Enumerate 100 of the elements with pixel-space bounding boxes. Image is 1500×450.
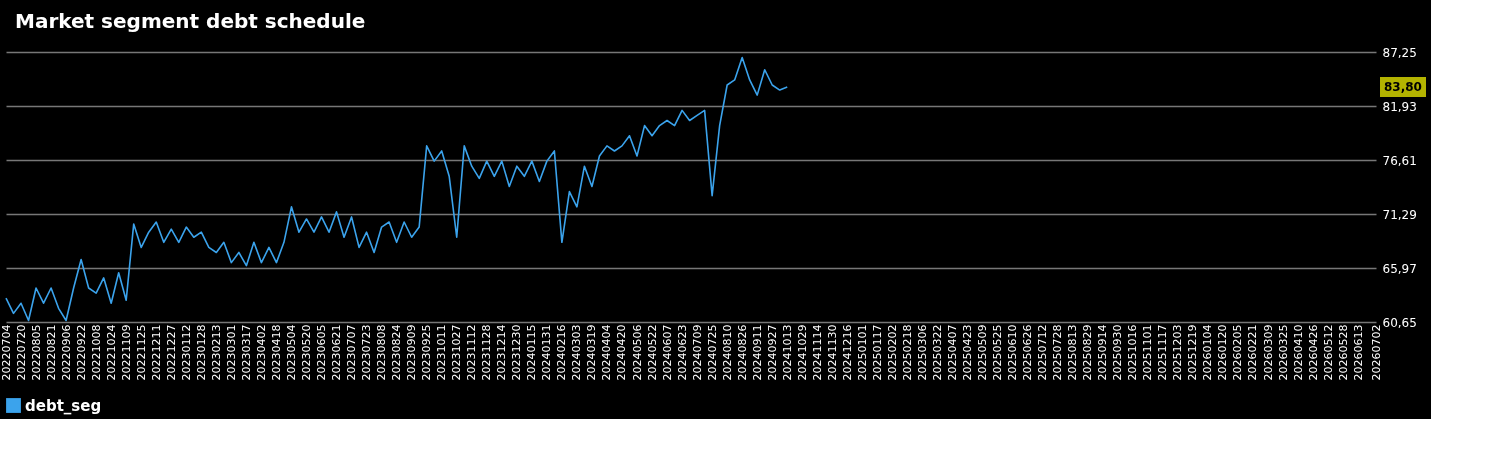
x-tick-label: 20240826 [735,324,749,381]
x-tick-label: 20231112 [465,324,479,381]
x-tick-label: 20220906 [59,324,73,381]
x-tick-label: 20240115 [525,324,539,381]
x-tick-label: 20230723 [360,324,374,381]
y-tick-label: 71,29 [1382,207,1417,222]
x-tick-label: 20240810 [720,324,734,381]
x-tick-label: 20260426 [1306,324,1320,381]
x-tick-label: 20260205 [1231,324,1245,381]
x-tick-label: 20260104 [1201,324,1215,381]
x-tick-label: 20250423 [961,324,975,381]
x-tick-label: 20221008 [89,324,103,381]
x-tick-label: 20251219 [1186,324,1200,381]
x-tick-label: 20260309 [1261,324,1275,381]
x-tick-label: 20240420 [615,324,629,381]
x-tick-label: 20260702 [1369,324,1383,381]
x-tick-label: 20260221 [1246,324,1260,381]
x-tick-label: 20230504 [284,324,298,381]
x-tick-label: 20240216 [555,324,569,381]
x-tick-label: 20230605 [315,324,328,381]
x-tick-label: 20251203 [1171,324,1185,381]
x-tick-label: 20250117 [870,324,884,381]
x-tick-label: 20240709 [690,324,704,381]
x-tick-label: 20250101 [855,324,869,381]
x-tick-label: 20250407 [946,324,960,381]
x-tick-label: 20221125 [134,324,148,381]
x-tick-label: 20250914 [1096,324,1110,381]
x-tick-label: 20230112 [179,324,193,381]
x-tick-label: 20230909 [405,324,419,381]
x-tick-label: 20231128 [480,324,494,381]
x-tick-label: 20250509 [976,324,990,381]
x-tick-label: 20231027 [450,324,464,381]
x-tick-label: 20221024 [104,324,118,381]
x-tick-label: 20230808 [375,324,389,381]
x-tick-label: 20240725 [705,324,719,381]
legend-label: debt_seg [25,396,102,415]
x-tick-label: 20250712 [1036,324,1050,381]
x-tick-label: 20250218 [900,324,914,381]
text: 83,80 [1384,80,1422,95]
x-tick-label: 20230301 [224,324,238,381]
x-tick-label: 20240303 [570,324,584,381]
x-tick-label: 20250829 [1081,324,1095,381]
x-tick-label: 20241029 [795,324,809,381]
x-tick-label: 20220704 [0,324,13,381]
y-tick-label: 65,97 [1382,261,1417,276]
x-tick-label: 20260512 [1321,324,1335,381]
x-tick-label: 20230824 [390,324,404,381]
x-tick-label: 20260120 [1216,324,1230,381]
x-tick-label: 20241216 [840,324,854,381]
x-tick-label: 20231214 [495,324,509,381]
x-tick-label: 20220805 [29,324,43,381]
x-tick-label: 20240131 [540,324,554,381]
x-tick-label: 20250202 [885,324,899,381]
y-tick-label: 76,61 [1382,153,1417,168]
y-tick-label: 81,93 [1382,99,1417,114]
x-tick-label: 20220821 [44,324,58,381]
x-tick-label: 20250525 [991,324,1005,381]
x-tick-label: 20250322 [930,324,944,381]
x-tick-label: 20221227 [164,324,178,381]
x-tick-label: 20220720 [14,324,28,381]
x-tick-label: 20251117 [1156,324,1170,381]
x-tick-label: 20240319 [585,324,599,381]
x-tick-label: 20250813 [1066,324,1080,381]
x-tick-label: 20240404 [600,324,614,381]
x-tick-label: 20230213 [209,324,223,381]
x-tick-label: 20240506 [630,324,644,381]
x-tick-label: 20230317 [239,324,253,381]
x-tick-label: 20231011 [435,324,449,381]
x-tick-label: 20241013 [780,324,794,381]
x-tick-label: 20260325 [1276,324,1290,381]
x-tick-label: 20221211 [149,324,163,381]
x-tick-label: 20221109 [119,324,133,381]
x-tick-label: 20241130 [825,324,839,381]
x-tick-label: 20260528 [1336,324,1350,381]
y-tick-label: 60,65 [1382,315,1417,330]
x-tick-label: 20231230 [510,324,524,381]
x-tick-label: 20230520 [299,324,313,381]
x-tick-label: 20251101 [1141,324,1155,381]
x-tick-label: 20250306 [915,324,929,381]
x-tick-label: 20240607 [660,324,674,381]
x-tick-label: 20220922 [74,324,88,381]
x-tick-label: 20230621 [330,324,344,381]
x-tick-label: 20240911 [750,324,764,381]
x-tick-label: 20241114 [810,324,824,381]
x-tick-label: 20230925 [420,324,434,381]
x-tick-label: 20230128 [194,324,208,381]
x-tick-label: 20230418 [269,324,283,381]
x-tick-label: 20230707 [345,324,359,381]
x-tick-label: 20250930 [1111,324,1125,381]
x-tick-label: 20250626 [1021,324,1035,381]
line-series [5,56,789,322]
x-tick-label: 20251016 [1126,324,1140,381]
x-tick-label: 20240927 [765,324,779,381]
x-tick-label: 20260613 [1351,324,1365,381]
x-tick-label: 20240623 [675,324,689,381]
x-tick-label: 20240522 [645,324,659,381]
x-tick-label: 20250728 [1051,324,1065,381]
x-tick-label: 20230402 [254,324,268,381]
y-tick-label: 87,25 [1382,45,1417,60]
x-tick-label: 20250610 [1006,324,1020,381]
